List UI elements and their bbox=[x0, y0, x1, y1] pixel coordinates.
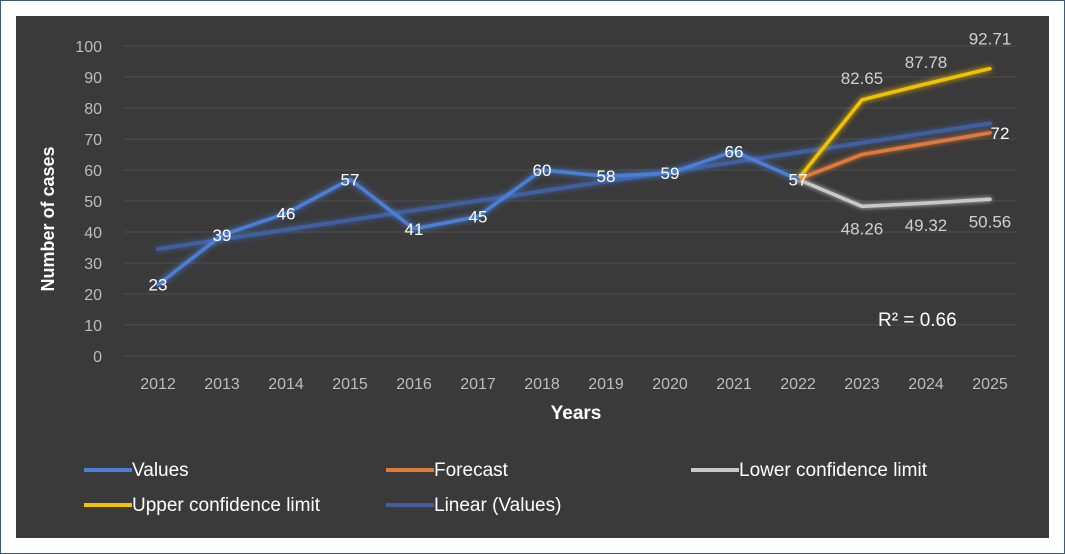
x-tick-label: 2018 bbox=[524, 376, 560, 393]
data-label: 58 bbox=[597, 167, 616, 186]
chart-panel: 0 10 20 30 40 50 60 70 80 90 100 2012 2013 2014 2015 2… bbox=[16, 16, 1049, 538]
data-label: 92.71 bbox=[969, 30, 1012, 49]
series-line-upper-confidence-limit bbox=[796, 66, 992, 182]
y-tick-label: 30 bbox=[84, 256, 102, 273]
x-tick-label: 2014 bbox=[268, 376, 304, 393]
y-axis-ticks: 0 10 20 30 40 50 60 70 80 90 100 bbox=[75, 39, 102, 366]
data-label: 23 bbox=[149, 276, 168, 295]
x-axis-ticks: 2012 2013 2014 2015 2016 2017 2018 2019 2020 2021… bbox=[140, 376, 1008, 393]
y-tick-label: 40 bbox=[84, 225, 102, 242]
x-tick-label: 2016 bbox=[396, 376, 432, 393]
x-tick-label: 2017 bbox=[460, 376, 496, 393]
legend: Values Forecast Lower confidence limit Uppe… bbox=[84, 460, 928, 516]
data-label: 57 bbox=[789, 170, 808, 189]
data-label: 50.56 bbox=[969, 212, 1012, 231]
x-axis-title: Years bbox=[551, 403, 602, 424]
series-line-lower-confidence-limit bbox=[796, 177, 992, 209]
data-labels: 23 39 46 57 41 45 60 58 59 66 57 72 48.26 49.32 50.56 8… bbox=[149, 30, 1012, 295]
legend-label: Lower confidence limit bbox=[739, 460, 928, 481]
data-label: 48.26 bbox=[841, 219, 884, 238]
x-tick-label: 2012 bbox=[140, 376, 176, 393]
x-tick-label: 2019 bbox=[588, 376, 624, 393]
x-tick-label: 2020 bbox=[652, 376, 688, 393]
data-label: 66 bbox=[725, 142, 744, 161]
r-squared-annotation: R² = 0.66 bbox=[878, 310, 957, 331]
y-axis-title: Number of cases bbox=[38, 146, 58, 291]
y-tick-label: 100 bbox=[75, 39, 102, 56]
data-label: 57 bbox=[341, 170, 360, 189]
data-label: 60 bbox=[533, 161, 552, 180]
data-label: 39 bbox=[213, 226, 232, 245]
data-label: 87.78 bbox=[905, 53, 948, 72]
x-tick-label: 2015 bbox=[332, 376, 368, 393]
legend-label: Forecast bbox=[434, 460, 509, 481]
y-tick-label: 60 bbox=[84, 163, 102, 180]
y-tick-label: 0 bbox=[93, 349, 102, 366]
data-label: 46 bbox=[277, 204, 296, 223]
series-line-forecast bbox=[796, 131, 992, 182]
x-tick-label: 2023 bbox=[844, 376, 880, 393]
x-tick-label: 2021 bbox=[716, 376, 752, 393]
data-label: 59 bbox=[661, 164, 680, 183]
x-tick-label: 2022 bbox=[780, 376, 816, 393]
data-label: 45 bbox=[469, 208, 488, 227]
legend-label: Linear (Values) bbox=[434, 495, 561, 516]
data-label: 72 bbox=[991, 124, 1010, 143]
y-tick-label: 10 bbox=[84, 318, 102, 335]
data-label: 41 bbox=[405, 220, 424, 239]
x-tick-label: 2013 bbox=[204, 376, 240, 393]
legend-label: Values bbox=[132, 460, 189, 481]
series-line-linear-values bbox=[156, 121, 992, 252]
y-tick-label: 70 bbox=[84, 132, 102, 149]
y-tick-label: 80 bbox=[84, 101, 102, 118]
y-tick-label: 20 bbox=[84, 287, 102, 304]
legend-label: Upper confidence limit bbox=[132, 495, 321, 516]
gridlines bbox=[124, 45, 1016, 357]
x-tick-label: 2024 bbox=[908, 376, 944, 393]
y-tick-label: 50 bbox=[84, 194, 102, 211]
series-lines bbox=[156, 66, 992, 287]
data-label: 49.32 bbox=[905, 216, 948, 235]
data-label: 82.65 bbox=[841, 69, 884, 88]
y-tick-label: 90 bbox=[84, 70, 102, 87]
x-tick-label: 2025 bbox=[972, 376, 1008, 393]
series-line-values bbox=[156, 149, 800, 287]
